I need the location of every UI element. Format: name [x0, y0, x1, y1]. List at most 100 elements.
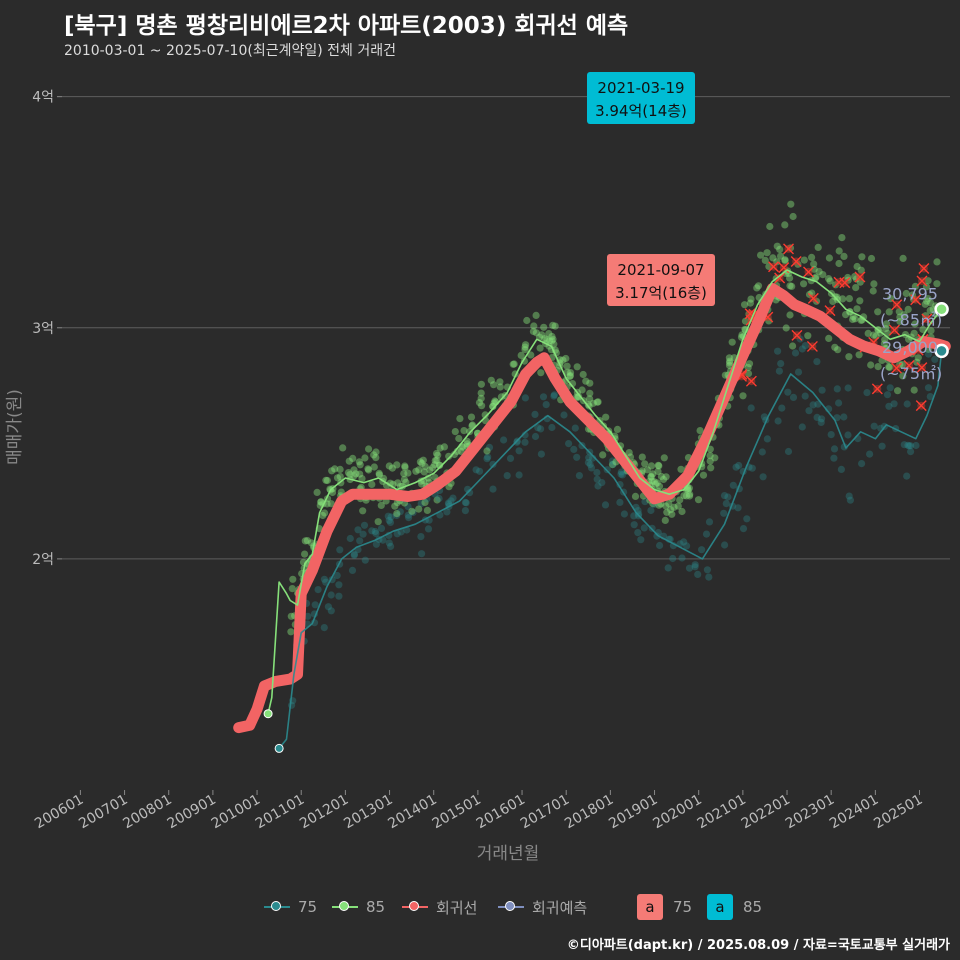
- transaction-point: [924, 277, 932, 285]
- transaction-point: [532, 329, 541, 337]
- x-tick-label: 201801: [562, 792, 616, 833]
- transaction-point: [385, 516, 393, 525]
- transaction-point: [506, 454, 515, 462]
- transaction-point: [433, 456, 441, 464]
- transaction-point: [725, 361, 734, 370]
- series-start-dot: [263, 709, 273, 719]
- x-tick-label: 201501: [430, 792, 484, 833]
- transaction-point: [536, 344, 544, 352]
- transaction-point: [786, 282, 794, 290]
- annotation-box: [587, 72, 695, 124]
- transaction-point: [864, 329, 872, 337]
- transaction-point: [833, 385, 841, 393]
- transaction-point: [883, 391, 892, 399]
- end-value-label: 29,000: [882, 338, 938, 357]
- transaction-point: [694, 570, 702, 579]
- legend-label: 75: [298, 898, 318, 916]
- transaction-point: [739, 392, 747, 400]
- transaction-point: [860, 313, 868, 321]
- recent-trade-cross: [854, 271, 866, 283]
- recent-trade-cross: [871, 383, 883, 395]
- transaction-point: [757, 251, 765, 259]
- transaction-point: [800, 256, 808, 264]
- transaction-point: [662, 473, 670, 481]
- transaction-point: [907, 442, 915, 450]
- transaction-point: [489, 485, 497, 493]
- transaction-point: [653, 479, 661, 487]
- transaction-point: [365, 466, 373, 474]
- transaction-point: [435, 461, 444, 469]
- transaction-point: [635, 510, 643, 518]
- transaction-point: [288, 585, 296, 593]
- transaction-point: [417, 500, 425, 508]
- transaction-point: [372, 529, 380, 538]
- transaction-point: [543, 336, 551, 344]
- transaction-point: [813, 413, 821, 421]
- transaction-point: [830, 445, 839, 453]
- transaction-point: [647, 506, 655, 515]
- transaction-point: [549, 321, 557, 329]
- x-tick-label: 202201: [739, 792, 793, 833]
- transaction-point: [825, 254, 834, 262]
- transaction-point: [579, 370, 587, 379]
- recent-trade-cross: [745, 375, 757, 387]
- transaction-point: [926, 393, 934, 401]
- transaction-point: [680, 538, 688, 546]
- transaction-point: [447, 497, 455, 505]
- transaction-point: [529, 327, 538, 336]
- transaction-point: [584, 401, 592, 409]
- transaction-point: [834, 346, 842, 354]
- transaction-point: [882, 325, 890, 333]
- transaction-point: [826, 277, 834, 285]
- transaction-point: [819, 271, 827, 279]
- transaction-point: [472, 466, 480, 474]
- line-dot-icon: [498, 900, 524, 914]
- transaction-point: [674, 502, 682, 510]
- legend-label: 85: [743, 898, 763, 916]
- transaction-point: [638, 453, 646, 461]
- transaction-point: [668, 510, 676, 518]
- transaction-point: [617, 470, 625, 478]
- transaction-point: [424, 525, 433, 533]
- transaction-point: [361, 556, 369, 564]
- transaction-point: [773, 242, 781, 250]
- transaction-point: [346, 534, 354, 543]
- transaction-point: [678, 554, 686, 562]
- series-lines: [233, 269, 951, 750]
- x-tick-label: 201201: [297, 792, 351, 833]
- transaction-point: [804, 332, 812, 340]
- transaction-point: [754, 282, 763, 290]
- transaction-point: [503, 472, 511, 480]
- recent-trade-cross: [921, 313, 933, 325]
- transaction-point: [745, 360, 754, 368]
- transaction-point: [335, 581, 343, 589]
- transaction-point: [846, 496, 855, 504]
- transaction-point: [320, 575, 328, 583]
- transaction-point: [882, 320, 891, 328]
- transaction-point: [548, 332, 556, 341]
- transaction-point: [402, 478, 410, 486]
- transaction-point: [617, 468, 625, 476]
- transaction-point: [840, 252, 848, 260]
- legend-swatch: a: [707, 894, 733, 920]
- transaction-point: [787, 200, 795, 208]
- transaction-point: [655, 462, 663, 470]
- transaction-point: [476, 467, 484, 475]
- transaction-point: [359, 530, 367, 538]
- transaction-point: [421, 462, 429, 471]
- transaction-point: [415, 505, 423, 513]
- transaction-point: [387, 513, 395, 521]
- transaction-point: [667, 506, 675, 514]
- annotation-text: 3.17억(16층): [615, 284, 707, 302]
- transaction-point: [602, 413, 610, 421]
- transaction-point: [784, 388, 792, 396]
- transaction-point: [377, 524, 386, 533]
- transaction-point: [729, 481, 737, 489]
- transaction-point: [845, 492, 853, 500]
- legend-item: 75: [264, 892, 317, 922]
- transaction-point: [616, 498, 624, 506]
- legend-item: 회귀선: [402, 892, 477, 922]
- transaction-point: [417, 533, 425, 541]
- transaction-point: [548, 423, 556, 432]
- transaction-point: [870, 280, 878, 288]
